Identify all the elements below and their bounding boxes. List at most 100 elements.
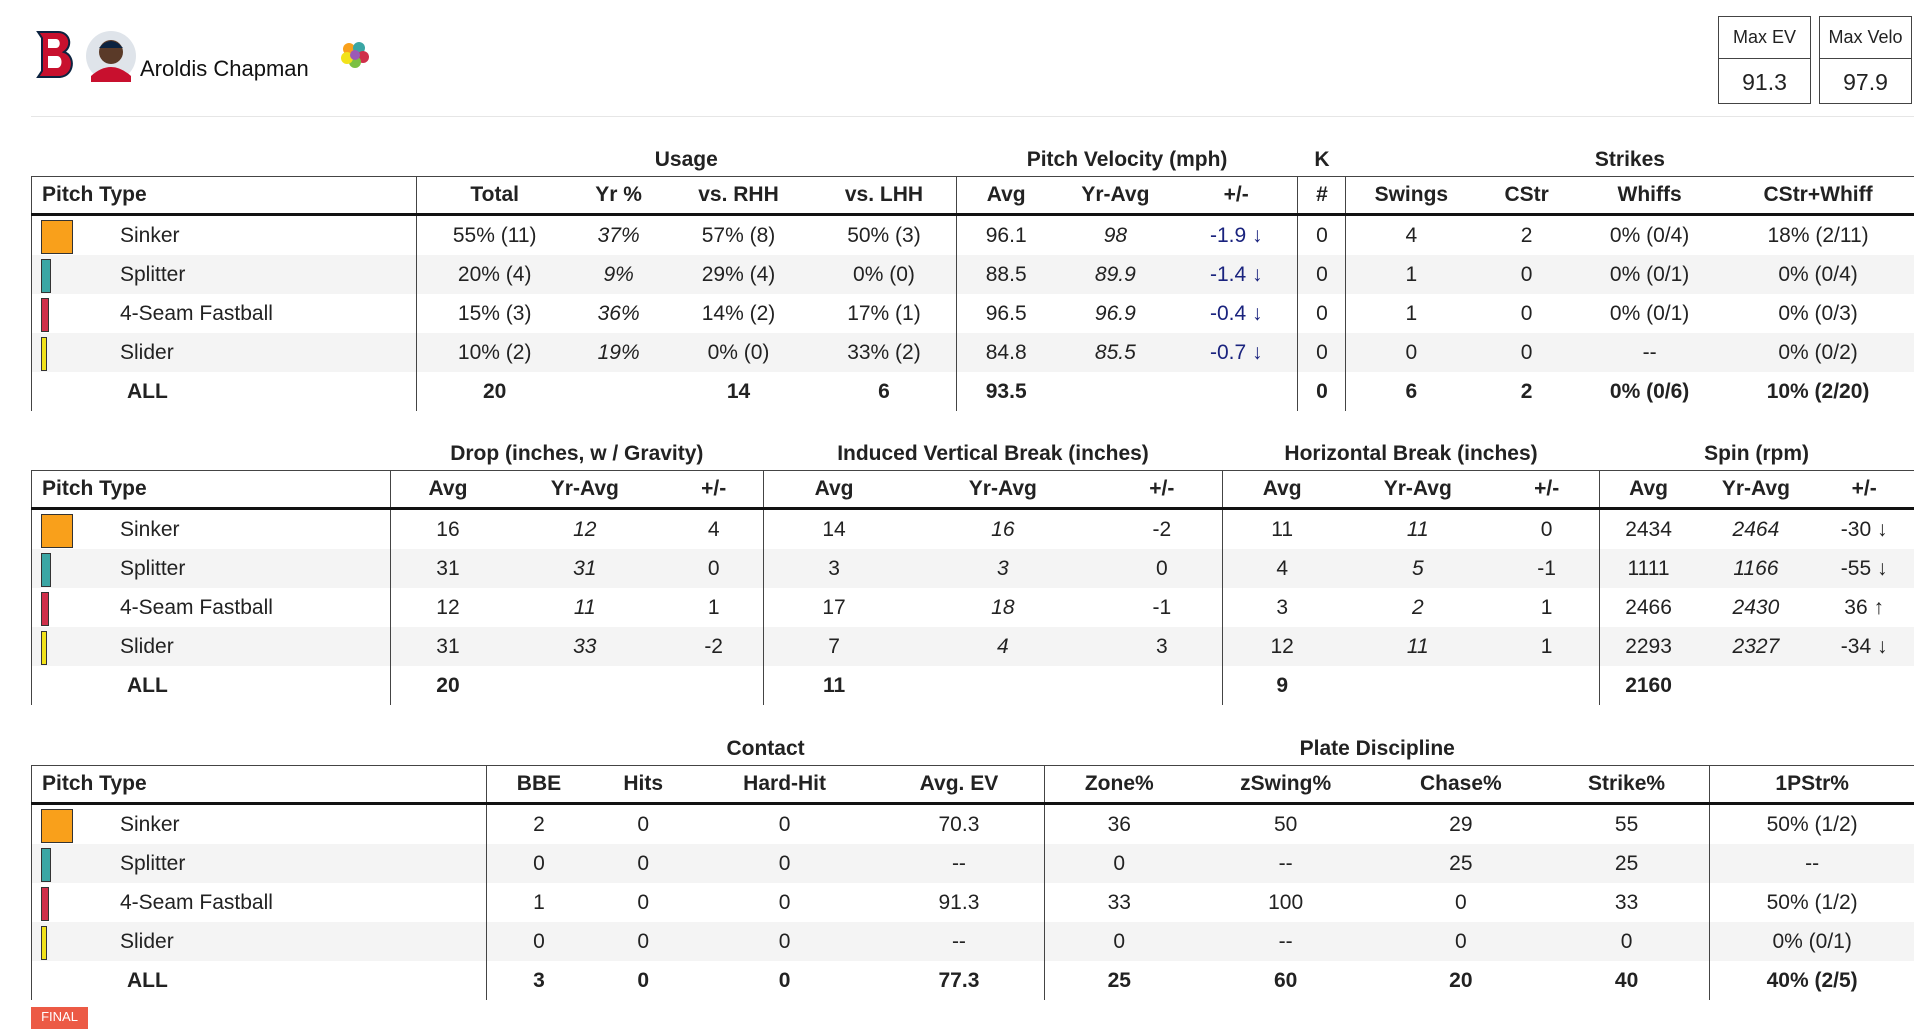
pitch-name: 4-Seam Fastball: [120, 596, 273, 619]
table-cell: 85.5: [1055, 333, 1175, 372]
table-cell: 11: [762, 666, 905, 705]
table-cell: 4: [707, 517, 720, 541]
table-cell: 0: [1345, 333, 1477, 372]
player-name: Aroldis Chapman: [140, 56, 309, 81]
table-cell: 96.9: [1094, 301, 1136, 325]
pitch-name: ALL: [127, 380, 168, 403]
pitch-swatch: [41, 926, 47, 960]
table-cell: 57% (8): [701, 223, 776, 247]
group-header: [1710, 727, 1914, 766]
table-cell: 2: [1520, 223, 1533, 247]
column-header: Whiffs: [1577, 176, 1723, 216]
status-badge: FINAL: [31, 1007, 88, 1029]
table-cell: 0% (0/1): [1709, 922, 1914, 961]
summary-box: Max Velo 97.9: [1819, 16, 1912, 104]
group-header: Drop (inches, w / Gravity): [450, 442, 704, 465]
column-header: Yr-Avg: [1697, 470, 1815, 510]
table-cell: -2: [1152, 517, 1172, 541]
pitch-name: Slider: [120, 635, 174, 658]
table-cell: [1697, 666, 1815, 705]
table-cell: 31: [504, 549, 665, 588]
table-cell: 7: [762, 627, 905, 666]
pitch-cell: Sinker: [30, 508, 391, 549]
pitch-swatch: [41, 631, 47, 665]
pitch-cell: ALL: [31, 372, 417, 411]
table-cell: 16: [991, 517, 1015, 541]
table-row: 4-Seam Fastball 1 0 0 91.3 33 100 0 33 50% (1/2): [31, 883, 1914, 922]
pitch-swatch: [41, 220, 73, 254]
table-row: Splitter 31 31 0 3 3 0 4 5 -1 1111 1166 -55 ↓: [30, 549, 1914, 588]
column-header: +/-: [664, 470, 764, 510]
table-cell: --: [873, 844, 1045, 883]
table-row: Sinker 2 0 0 70.3 36 50 29 55 50% (1/2): [31, 803, 1914, 844]
table-cell: 36: [1044, 803, 1194, 844]
table-cell: 0% (0): [664, 333, 813, 372]
table-cell: -0.7 ↓: [1175, 333, 1298, 372]
table-cell: 20: [390, 666, 505, 705]
table-cell: 93.5: [955, 372, 1056, 411]
pitch-name: ALL: [127, 674, 168, 697]
column-header: Strike%: [1543, 765, 1710, 805]
group-header-row: Usage Pitch Velocity (mph) K Strikes: [32, 138, 1915, 177]
header-row: Pitch Type Avg Yr-Avg +/- Avg Yr-Avg +/- Avg Yr-…: [30, 470, 1914, 510]
table-cell: 14: [762, 508, 905, 549]
table-cell: 0: [1297, 294, 1346, 333]
table-cell: 91.3: [938, 890, 980, 914]
table-cell: 0: [695, 961, 874, 1000]
column-header: Yr-Avg: [504, 470, 665, 510]
pitch-cell: Slider: [31, 333, 417, 372]
table-cell: --: [1709, 844, 1914, 883]
stats-table: Drop (inches, w / Gravity) Induced Vertic…: [30, 432, 1915, 705]
pitch-swatch: [41, 592, 49, 626]
table-cell: 0: [485, 922, 591, 961]
table-cell: 84.8: [955, 333, 1056, 372]
summary-value: 97.9: [1843, 69, 1888, 95]
table-cell: 55% (11): [415, 214, 573, 255]
column-header: CStr+Whiff: [1722, 176, 1914, 216]
pitch-swatch: [41, 337, 47, 371]
column-header: Yr-Avg: [904, 470, 1102, 510]
header-row: Pitch Type Total Yr % vs. RHH vs. LHH Avg Yr-A…: [31, 176, 1914, 216]
table-cell: 10% (2): [415, 333, 573, 372]
table-cell: 0% (0/4): [1609, 223, 1690, 247]
table-cell: 50: [1273, 812, 1298, 836]
stats-table: Contact Plate Discipline Pitch Type BBE Hits…: [31, 727, 1914, 1000]
group-header-row: Drop (inches, w / Gravity) Induced Vertic…: [32, 432, 1915, 471]
pitch-name: Splitter: [120, 263, 186, 286]
column-header: Avg: [762, 470, 905, 510]
table-cell: [664, 666, 764, 705]
table-cell: --: [1193, 922, 1378, 961]
table-cell: 29% (4): [664, 255, 813, 294]
table-cell: 0: [1377, 922, 1544, 961]
column-header: Avg: [1222, 470, 1341, 510]
table-cell: 0: [778, 890, 791, 914]
table-cell: 0% (0): [812, 255, 957, 294]
table-cell: 17% (1): [847, 301, 921, 325]
table-cell: 77.3: [873, 961, 1045, 1000]
table-cell: 0: [1454, 890, 1467, 914]
column-header: Avg. EV: [873, 765, 1045, 805]
table-cell: 0: [637, 890, 650, 914]
pitch-cell: Splitter: [31, 844, 487, 883]
table-cell: -55 ↓: [1814, 549, 1914, 588]
table-cell: 36 ↑: [1844, 595, 1884, 619]
column-header: Avg: [1598, 470, 1698, 510]
table-cell: 18% (2/11): [1767, 223, 1869, 247]
table-cell: 40% (2/5): [1709, 961, 1914, 1000]
group-header: K: [1314, 148, 1330, 171]
table-cell: 6: [1345, 372, 1477, 411]
column-header: Zone%: [1044, 765, 1194, 805]
column-header: Yr %: [572, 176, 665, 216]
pitch-swatch: [41, 887, 49, 921]
table-cell: 2466: [1598, 588, 1698, 627]
table-cell: 33: [1044, 883, 1194, 922]
table-cell: -1.4 ↓: [1175, 255, 1298, 294]
column-header: Yr-Avg: [1055, 176, 1175, 216]
group-header: Horizontal Break (inches): [1284, 442, 1538, 465]
table-cell: 12: [390, 588, 505, 627]
table-cell: 2: [1476, 372, 1578, 411]
table-cell: 0: [485, 844, 591, 883]
column-header: +/-: [1101, 470, 1223, 510]
group-header: [32, 727, 487, 766]
table-cell: 3: [1222, 588, 1341, 627]
